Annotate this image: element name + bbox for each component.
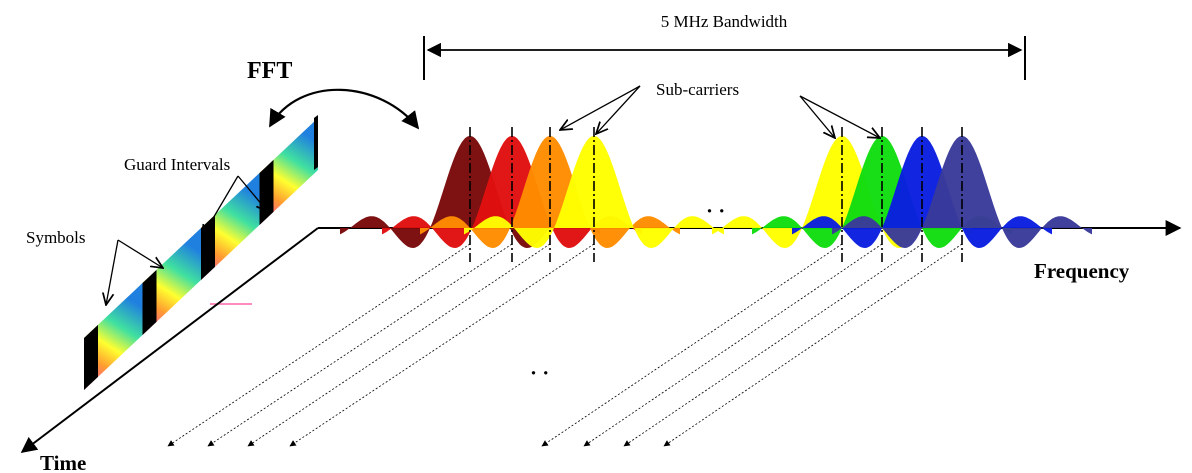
subcarrier-wave [752, 136, 1012, 248]
guard-interval [259, 159, 274, 225]
subcarrier-pointer-1 [560, 85, 641, 130]
symbol-pointer-2 [117, 239, 163, 268]
time-axis [20, 227, 319, 453]
subcarrier-pointer-2 [596, 85, 641, 134]
projection-line [663, 243, 963, 447]
subcarrier-wave [792, 136, 1052, 248]
projection-line [207, 243, 513, 447]
subcarrier-wave [382, 136, 642, 248]
subcarrier-wave [832, 136, 1092, 248]
guard-interval [84, 324, 98, 390]
projection-lines [167, 243, 963, 447]
fft-label: FFT [247, 58, 292, 84]
guard-interval [142, 269, 157, 335]
frequency-label: Frequency [1034, 259, 1130, 283]
symbol-block [84, 283, 143, 390]
subcarrier-pointer-3 [799, 95, 835, 138]
projection-line [289, 243, 595, 447]
symbol-block [201, 173, 260, 280]
bandwidth-label: 5 MHz Bandwidth [661, 12, 788, 31]
symbol-pointer-1 [106, 239, 119, 305]
guard-interval [314, 115, 318, 170]
fft-arrow [269, 88, 420, 130]
subcarrier-pointer-4 [799, 95, 880, 138]
guard-interval [201, 214, 215, 280]
guard-pointer-2 [237, 175, 268, 212]
projection-line [541, 243, 843, 447]
subcarrier-wave [712, 136, 972, 248]
projection-line [247, 243, 551, 447]
symbols-label: Symbols [26, 228, 86, 247]
subcarriers-label: Sub-carriers [656, 80, 739, 99]
symbol-block [142, 228, 201, 335]
guard-pointer-1 [202, 175, 239, 237]
time-ellipsis: · · [530, 361, 549, 385]
guard-intervals-label: Guard Intervals [124, 155, 230, 174]
symbol-block [259, 118, 318, 225]
subcarrier-waveforms [340, 127, 1092, 262]
frequency-ellipsis: · · [706, 199, 725, 223]
projection-line [167, 243, 471, 447]
bandwidth-bracket [423, 36, 1026, 80]
subcarrier-wave [420, 136, 680, 248]
projection-line [623, 243, 923, 447]
time-label: Time [40, 451, 86, 473]
subcarrier-wave [464, 136, 724, 248]
subcarrier-wave [340, 136, 600, 248]
projection-line [583, 243, 883, 447]
